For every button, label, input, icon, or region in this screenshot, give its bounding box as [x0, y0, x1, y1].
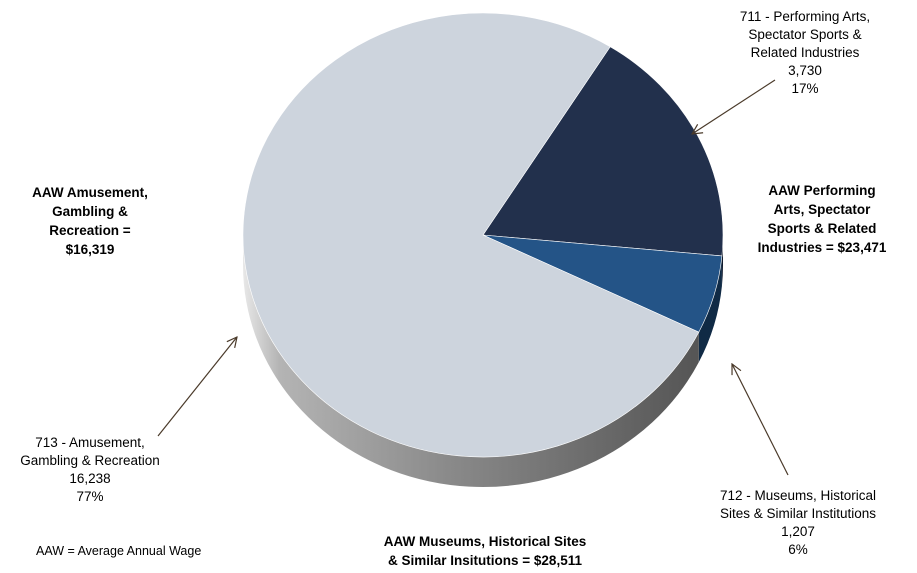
- pie-top-face: [242, 12, 724, 458]
- aaw-performing-annotation: AAW Performing Arts, Spectator Sports & …: [736, 181, 908, 257]
- slice-percent-712: 6%: [788, 542, 808, 557]
- slice-percent-711: 17%: [791, 81, 819, 96]
- aaw-amusement-line-3: Recreation =: [49, 223, 131, 238]
- slice-label-711-line-3: Related Industries: [750, 45, 860, 60]
- leader-lines: [157, 79, 789, 476]
- aaw-amusement-annotation: AAW Amusement, Gambling & Recreation = $…: [15, 183, 165, 259]
- slice-label-712: 712 - Museums, Historical Sites & Simila…: [698, 487, 898, 559]
- slice-label-713-line-2: Gambling & Recreation: [20, 453, 160, 468]
- pie-slice-711: [482, 46, 724, 257]
- aaw-museums-line-1: AAW Museums, Historical Sites: [383, 534, 587, 549]
- slice-label-713: 713 - Amusement, Gambling & Recreation 1…: [5, 434, 175, 506]
- pie-side-712: [698, 255, 722, 363]
- leader-line-711: [692, 79, 776, 134]
- slice-percent-713: 77%: [76, 489, 104, 504]
- slice-label-711: 711 - Performing Arts, Spectator Sports …: [715, 8, 895, 98]
- aaw-amusement-line-4: $16,319: [65, 242, 115, 257]
- slice-value-711: 3,730: [788, 63, 822, 78]
- leader-line-713: [157, 337, 237, 437]
- slice-label-711-line-1: 711 - Performing Arts,: [739, 9, 871, 24]
- aaw-amusement-line-2: Gambling &: [52, 204, 128, 219]
- footnote-aaw-definition: AAW = Average Annual Wage: [36, 544, 202, 558]
- slice-label-711-line-2: Spectator Sports &: [748, 27, 862, 42]
- pie-slice-713: [242, 12, 700, 458]
- slice-label-712-line-1: 712 - Museums, Historical: [719, 488, 877, 503]
- slice-label-713-line-1: 713 - Amusement,: [35, 435, 145, 450]
- slice-value-713: 16,238: [69, 471, 111, 486]
- aaw-amusement-line-1: AAW Amusement,: [32, 185, 148, 200]
- slice-value-712: 1,207: [781, 524, 815, 539]
- aaw-performing-line-4: Industries = $23,471: [757, 240, 887, 255]
- aaw-performing-line-3: Sports & Related: [767, 221, 877, 236]
- slice-label-712-line-2: Sites & Similar Institutions: [719, 506, 877, 521]
- aaw-museums-line-2: & Similar Insitutions = $28,511: [388, 553, 582, 568]
- aaw-performing-line-1: AAW Performing: [768, 183, 876, 198]
- leader-line-712: [732, 364, 789, 476]
- aaw-performing-line-2: Arts, Spectator: [773, 202, 871, 217]
- aaw-museums-annotation: AAW Museums, Historical Sites & Similar …: [355, 532, 615, 570]
